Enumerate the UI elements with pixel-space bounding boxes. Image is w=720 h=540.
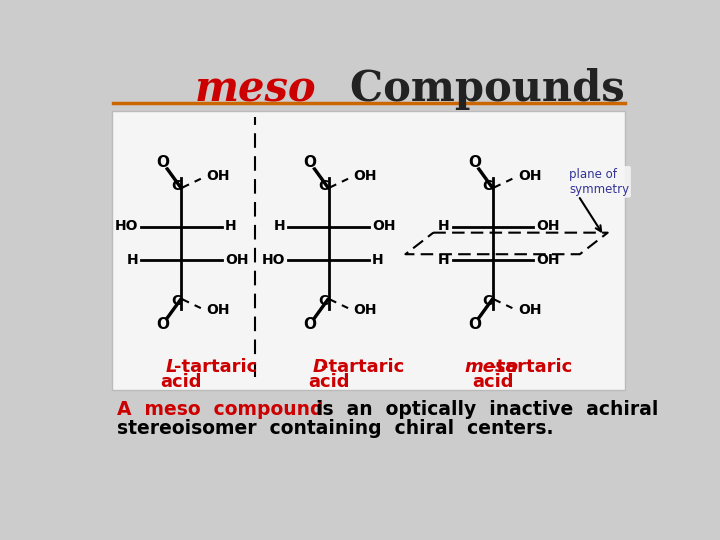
- Text: HO: HO: [262, 253, 285, 267]
- Text: H: H: [127, 253, 138, 267]
- Text: OH: OH: [518, 303, 541, 318]
- Text: plane of
symmetry: plane of symmetry: [569, 168, 629, 196]
- Text: H: H: [438, 253, 449, 267]
- Text: OH: OH: [354, 303, 377, 318]
- Text: H: H: [225, 219, 236, 233]
- Text: -tartaric: -tartaric: [489, 357, 572, 376]
- Text: acid: acid: [472, 373, 514, 391]
- Text: OH: OH: [225, 253, 248, 267]
- Text: stereoisomer  containing  chiral  centers.: stereoisomer containing chiral centers.: [117, 418, 554, 438]
- Text: -tartaric: -tartaric: [321, 357, 404, 376]
- Text: O: O: [156, 155, 169, 170]
- Text: H: H: [438, 219, 449, 233]
- Text: is  an  optically  inactive  achiral: is an optically inactive achiral: [290, 400, 658, 419]
- FancyBboxPatch shape: [112, 111, 625, 390]
- Text: OH: OH: [354, 170, 377, 184]
- Text: OH: OH: [206, 170, 230, 184]
- Text: C: C: [171, 294, 181, 308]
- Text: H: H: [372, 253, 384, 267]
- Text: Compounds: Compounds: [321, 69, 625, 111]
- Text: D: D: [312, 357, 328, 376]
- Text: L: L: [165, 357, 176, 376]
- Text: OH: OH: [536, 253, 560, 267]
- Text: acid: acid: [161, 373, 202, 391]
- Text: meso: meso: [464, 357, 518, 376]
- Text: O: O: [468, 317, 481, 332]
- Text: O: O: [304, 317, 317, 332]
- Text: O: O: [156, 317, 169, 332]
- Text: A  meso  compound: A meso compound: [117, 400, 323, 419]
- Text: acid: acid: [308, 373, 349, 391]
- Text: -tartaric: -tartaric: [174, 357, 257, 376]
- Text: C: C: [482, 294, 492, 308]
- Text: H: H: [274, 219, 285, 233]
- Text: meso: meso: [194, 69, 316, 111]
- Text: OH: OH: [372, 219, 395, 233]
- Text: C: C: [482, 179, 492, 193]
- Text: C: C: [318, 179, 328, 193]
- Text: C: C: [171, 179, 181, 193]
- Text: O: O: [304, 155, 317, 170]
- Text: HO: HO: [114, 219, 138, 233]
- Text: OH: OH: [206, 303, 230, 318]
- Text: O: O: [468, 155, 481, 170]
- Text: OH: OH: [518, 170, 541, 184]
- Text: OH: OH: [536, 219, 560, 233]
- Text: C: C: [318, 294, 328, 308]
